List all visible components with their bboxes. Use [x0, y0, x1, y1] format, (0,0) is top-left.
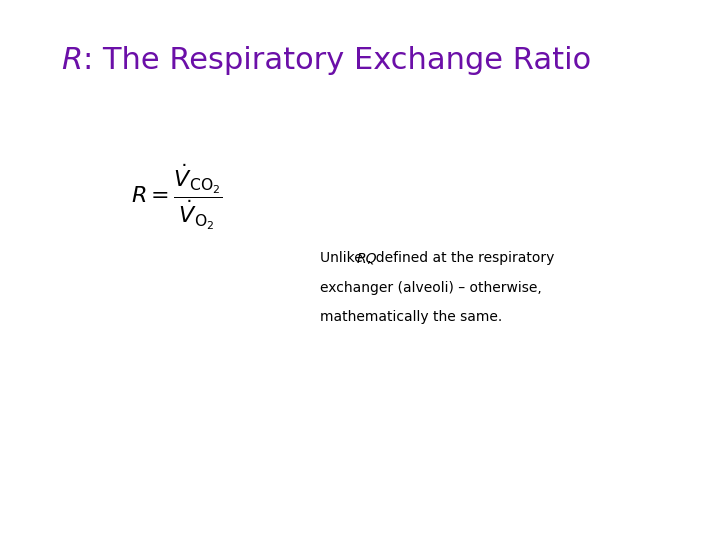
- Text: exchanger (alveoli) – otherwise,: exchanger (alveoli) – otherwise,: [320, 281, 542, 295]
- Text: RQ: RQ: [356, 251, 377, 265]
- Text: $R=\dfrac{\dot{V}_{\mathrm{CO_2}}}{\dot{V}_{\mathrm{O_2}}}$: $R=\dfrac{\dot{V}_{\mathrm{CO_2}}}{\dot{…: [130, 163, 222, 232]
- Text: mathematically the same.: mathematically the same.: [320, 310, 503, 325]
- Text: Unlike: Unlike: [320, 251, 367, 265]
- Text: : The Respiratory Exchange Ratio: : The Respiratory Exchange Ratio: [83, 46, 591, 75]
- Text: R: R: [61, 46, 83, 75]
- Text: , defined at the respiratory: , defined at the respiratory: [367, 251, 554, 265]
